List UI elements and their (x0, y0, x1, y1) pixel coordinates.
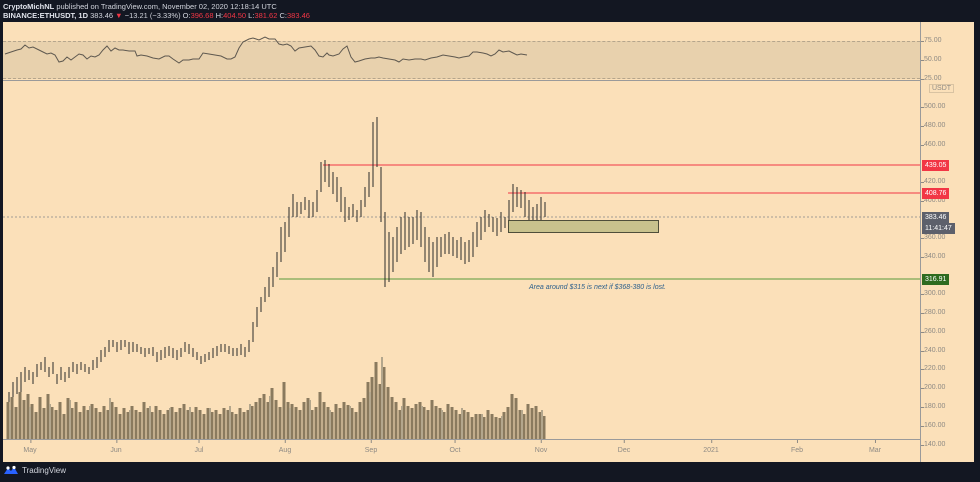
time-tick-aug: Aug (278, 440, 292, 454)
price-tick: 280.00 (920, 309, 946, 316)
price-tick: 220.00 (920, 365, 946, 372)
support-zone-368-380[interactable] (508, 220, 659, 233)
price-tick: 420.00 (920, 178, 946, 185)
price-plot[interactable] (3, 22, 920, 439)
volume-bars-light (9, 357, 543, 439)
time-tick-2021: 2021 (703, 440, 719, 454)
tradingview-wordmark: TradingView (22, 465, 67, 475)
price-tick: 300.00 (920, 290, 946, 297)
price-axis[interactable]: 75.00 50.00 25.00 USDT 500.00 480.00 460… (920, 22, 975, 462)
currency-unit-badge[interactable]: USDT (929, 84, 955, 93)
low-label: L: (248, 11, 255, 20)
support-316-label: 316.91 (922, 274, 950, 285)
rsi-tick-75: 75.00 (921, 37, 942, 44)
price-tick: 360.00 (920, 234, 946, 241)
high-label: H: (215, 11, 224, 20)
chart-header: CryptoMichNL published on TradingView.co… (3, 2, 310, 20)
time-tick-may: May (23, 440, 37, 454)
time-tick-sep: Sep (364, 440, 378, 454)
time-tick-jun: Jun (110, 440, 122, 454)
price-tick: 400.00 (920, 197, 946, 204)
chart-frame[interactable]: Area around $315 is next if $368-380 is … (3, 22, 974, 462)
symbol-name[interactable]: BINANCE:ETHUSDT, 1D (3, 11, 89, 20)
time-tick-dec: Dec (617, 440, 631, 454)
time-tick-jul: Jul (194, 440, 204, 454)
rsi-pane[interactable] (3, 22, 920, 81)
price-tick: 180.00 (920, 403, 946, 410)
down-arrow-icon: ▼ (115, 11, 123, 20)
resistance-408-label: 408.76 (922, 188, 950, 199)
price-tick: 260.00 (920, 328, 946, 335)
close-value: 383.46 (286, 11, 310, 20)
symbol-line: BINANCE:ETHUSDT, 1D 383.46 ▼ −13.21 (−3.… (3, 11, 310, 20)
price-tick: 340.00 (920, 253, 946, 260)
open-label: O: (182, 11, 191, 20)
rsi-band (3, 41, 920, 79)
price-tick: 140.00 (920, 441, 946, 448)
close-label: C: (279, 11, 287, 20)
author-name[interactable]: CryptoMichNL (3, 2, 55, 11)
publish-line: CryptoMichNL published on TradingView.co… (3, 2, 310, 11)
time-axis[interactable]: May Jun Jul Aug Sep Oct Nov Dec 2021 Feb… (3, 439, 920, 463)
published-text: published on TradingView.com, November 0… (56, 2, 277, 11)
price-tick: 160.00 (920, 422, 946, 429)
change-value: −13.21 (−3.33%) (124, 11, 181, 20)
time-tick-feb: Feb (790, 440, 804, 454)
rsi-line (4, 36, 528, 64)
price-tick: 240.00 (920, 347, 946, 354)
price-tick: 480.00 (920, 122, 946, 129)
time-tick-oct: Oct (449, 440, 461, 454)
time-tick-nov: Nov (534, 440, 548, 454)
last-value: 383.46 (90, 11, 114, 20)
last-price-label: 383.46 (922, 212, 950, 223)
price-tick: 500.00 (920, 103, 946, 110)
low-value: 381.62 (254, 11, 278, 20)
resistance-439-label: 439.05 (922, 160, 950, 171)
open-value: 396.68 (190, 11, 214, 20)
bar-countdown-label: 11:41:47 (922, 223, 955, 234)
price-tick: 200.00 (920, 384, 946, 391)
rsi-tick-25: 25.00 (921, 75, 942, 82)
analysis-note[interactable]: Area around $315 is next if $368-380 is … (529, 284, 666, 291)
tradingview-logo-icon (4, 465, 18, 474)
footer-brand[interactable]: TradingView (3, 465, 66, 475)
time-tick-mar: Mar (868, 440, 882, 454)
volume-bars (6, 362, 546, 439)
price-tick: 460.00 (920, 141, 946, 148)
high-value: 404.50 (223, 11, 247, 20)
rsi-tick-50: 50.00 (921, 56, 942, 63)
